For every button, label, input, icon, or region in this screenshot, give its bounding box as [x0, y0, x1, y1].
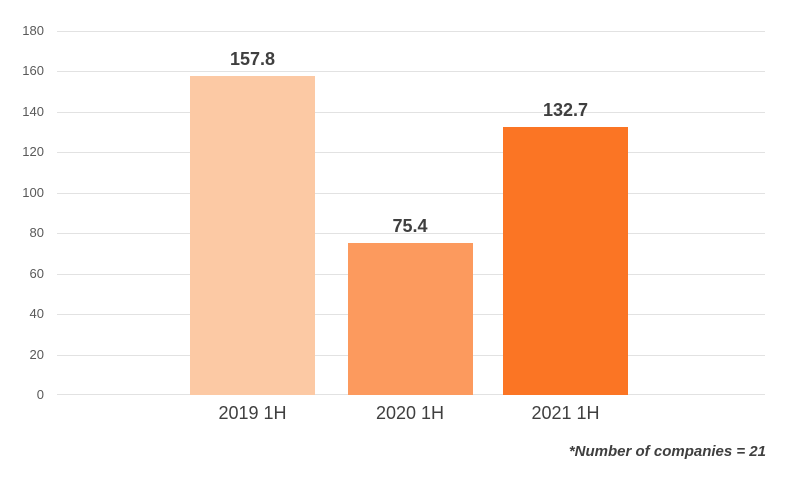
y-tick-label-40: 40	[29, 306, 44, 322]
gridline-120	[57, 152, 765, 154]
bar-value-label-2021-1h: 132.7	[542, 99, 588, 120]
bar-2020-1h	[347, 242, 473, 395]
bar-value-label-2019-1h: 157.8	[229, 48, 275, 69]
gridline-160	[57, 71, 765, 73]
x-category-label-2021-1h: 2021 1H	[531, 403, 600, 423]
y-tick-label-160: 160	[22, 63, 44, 79]
gridline-180	[57, 31, 765, 32]
plot-area: 0 20 40 60 80 100 120 140 160 180 157.8 2019 1H 75.4…	[22, 23, 765, 423]
y-tick-label-60: 60	[29, 265, 44, 281]
x-category-label-2020-1h: 2020 1H	[375, 403, 445, 423]
y-tick-label-80: 80	[29, 225, 44, 241]
gridline-80	[57, 233, 765, 235]
y-tick-label-120: 120	[22, 144, 44, 160]
gridline-140	[57, 111, 765, 113]
y-tick-label-100: 100	[22, 184, 44, 200]
x-category-label-2019-1h: 2019 1H	[218, 403, 287, 423]
y-tick-label-140: 140	[22, 103, 44, 119]
y-tick-label-20: 20	[29, 346, 44, 362]
y-tick-label-0: 0	[36, 387, 44, 402]
bar-2019-1h	[189, 75, 315, 395]
bar-value-label-2020-1h: 75.4	[392, 215, 428, 236]
gridline-100	[57, 192, 765, 194]
bar-2021-1h	[502, 126, 628, 395]
y-tick-label-180: 180	[22, 23, 44, 38]
chart-footnote: *Number of companies = 21	[568, 443, 766, 460]
